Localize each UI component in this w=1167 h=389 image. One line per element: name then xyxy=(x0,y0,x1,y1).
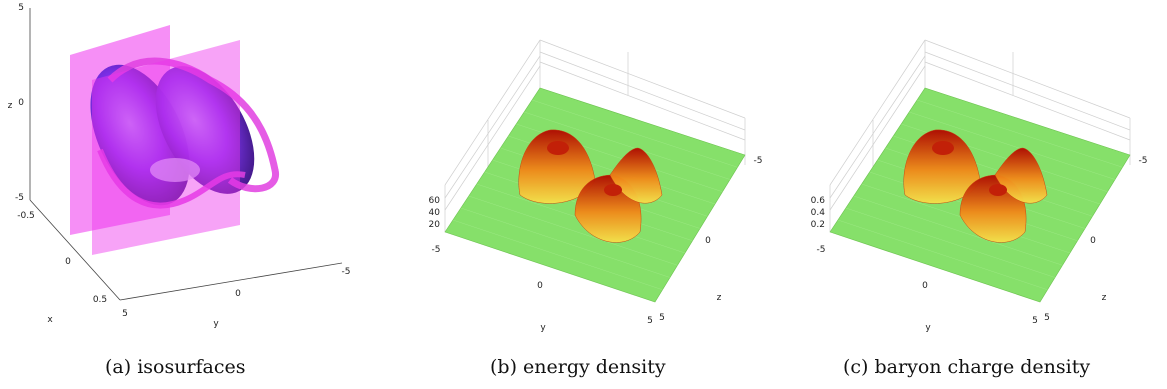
z-tick-label: -5 xyxy=(754,156,763,166)
z-axis-label: z xyxy=(717,293,722,303)
isosurface-blobs xyxy=(90,57,279,209)
y-tick-label: -5 xyxy=(817,245,826,255)
y-axis-line xyxy=(119,262,343,301)
y-axis-label: y xyxy=(925,323,931,333)
density-peak xyxy=(518,129,596,204)
vertical-tick-label: 20 xyxy=(429,220,441,230)
z-axis-label: z xyxy=(1102,293,1107,303)
x-tick-label: 0 xyxy=(65,257,71,267)
z-tick-label: 0 xyxy=(18,98,24,108)
baryon-surface-plot: 0.6 0.4 0.2 -5 0 5 -5 0 5 y z xyxy=(811,39,1148,333)
y-tick-label: 0 xyxy=(235,289,241,299)
caption-a: (a) isosurfaces xyxy=(105,356,246,378)
density-peak xyxy=(994,147,1048,204)
caption-c: (c) baryon charge density xyxy=(843,356,1091,378)
peak-crater xyxy=(547,141,569,155)
vertical-tick-label: 40 xyxy=(429,208,441,218)
z-tick-label: 5 xyxy=(659,313,665,323)
y-axis-label: y xyxy=(213,319,219,329)
vertical-tick-label: 0.6 xyxy=(811,196,826,206)
vertical-tick-label: 60 xyxy=(429,196,441,206)
x-axis-label: x xyxy=(47,315,53,325)
front-plane xyxy=(92,40,240,255)
y-tick-label: 5 xyxy=(1032,316,1038,326)
density-peak xyxy=(609,147,663,204)
y-tick-label: 5 xyxy=(647,316,653,326)
y-axis-label: y xyxy=(540,323,546,333)
peak-crater xyxy=(604,184,622,196)
y-tick-label: -5 xyxy=(432,245,441,255)
peak-crater xyxy=(989,184,1007,196)
isosurface-plot: 5 0 -5 -0.5 0 0.5 5 0 -5 z x y xyxy=(8,3,351,329)
y-tick-label: -5 xyxy=(342,267,351,277)
y-tick-label: 0 xyxy=(922,281,928,291)
z-tick-label: -5 xyxy=(15,193,24,203)
z-tick-label: 5 xyxy=(1044,313,1050,323)
panel-energy-density: 60 40 20 -5 0 5 -5 0 5 y z (b) energy density xyxy=(400,0,780,389)
vertical-tick-label: 0.4 xyxy=(811,208,826,218)
x-tick-label: 0.5 xyxy=(93,295,107,305)
peak-crater xyxy=(932,141,954,155)
y-tick-label: 0 xyxy=(537,281,543,291)
z-tick-label: 5 xyxy=(18,3,24,13)
z-tick-label: 0 xyxy=(705,236,711,246)
z-axis-label: z xyxy=(8,101,13,111)
x-tick-label: -0.5 xyxy=(17,211,35,221)
z-tick-label: 0 xyxy=(1090,236,1096,246)
z-tick-label: -5 xyxy=(1139,156,1148,166)
panel-isosurfaces: 5 0 -5 -0.5 0 0.5 5 0 -5 z x y (a) isosurfaces xyxy=(0,0,370,389)
density-peak xyxy=(903,129,981,204)
caption-b: (b) energy density xyxy=(490,356,666,378)
y-tick-label: 5 xyxy=(122,309,128,319)
panel-baryon-density: 0.6 0.4 0.2 -5 0 5 -5 0 5 y z (c) baryon charge de… xyxy=(785,0,1167,389)
vertical-tick-label: 0.2 xyxy=(811,220,825,230)
x-axis-line xyxy=(29,199,121,301)
energy-surface-plot: 60 40 20 -5 0 5 -5 0 5 y z xyxy=(429,39,763,333)
